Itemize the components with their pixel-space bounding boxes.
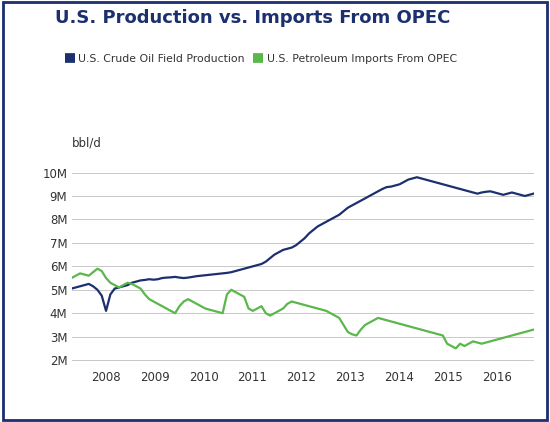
Text: U.S. Production vs. Imports From OPEC: U.S. Production vs. Imports From OPEC	[55, 9, 450, 27]
Text: bbl/d: bbl/d	[72, 137, 101, 150]
Legend: U.S. Crude Oil Field Production, U.S. Petroleum Imports From OPEC: U.S. Crude Oil Field Production, U.S. Pe…	[60, 50, 461, 68]
